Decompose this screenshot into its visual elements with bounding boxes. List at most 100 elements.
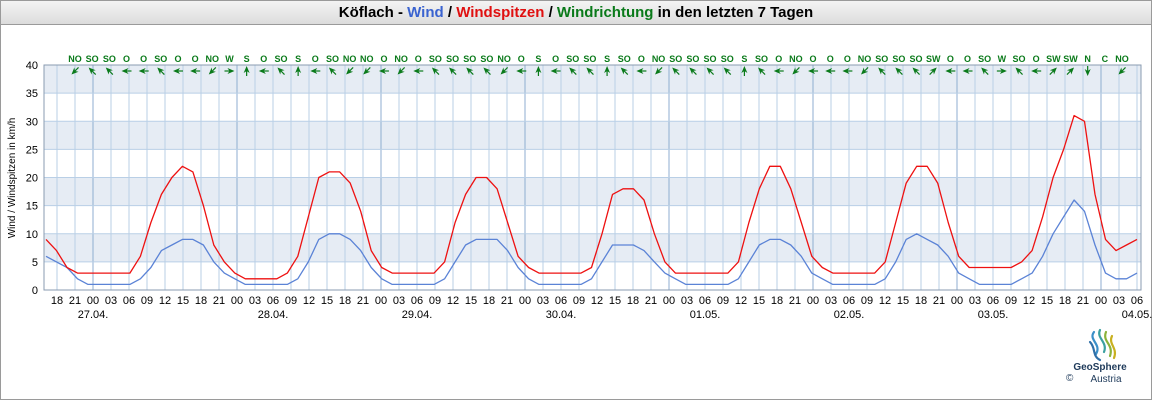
direction-label: O bbox=[947, 54, 954, 64]
x-tick-label: 03 bbox=[249, 295, 261, 307]
x-tick-label: 21 bbox=[645, 295, 657, 307]
x-tick-label: 12 bbox=[303, 295, 315, 307]
title-separator: - bbox=[393, 4, 408, 21]
direction-arrow-icon bbox=[945, 68, 956, 74]
direction-label: SO bbox=[103, 54, 116, 64]
x-tick-label: 06 bbox=[843, 295, 855, 307]
y-tick-label: 35 bbox=[26, 88, 38, 100]
direction-label: SO bbox=[274, 54, 287, 64]
direction-label: SO bbox=[583, 54, 596, 64]
x-tick-label: 18 bbox=[483, 295, 495, 307]
direction-arrow-icon bbox=[636, 68, 647, 74]
x-tick-label: 21 bbox=[357, 295, 369, 307]
direction-label: SO bbox=[1013, 54, 1026, 64]
direction-label: SO bbox=[875, 54, 888, 64]
direction-label: O bbox=[810, 54, 817, 64]
direction-arrow-icon bbox=[878, 67, 886, 75]
direction-label: O bbox=[1033, 54, 1040, 64]
x-tick-label: 15 bbox=[321, 295, 333, 307]
band-4 bbox=[44, 149, 1141, 178]
direction-label: SW bbox=[1063, 54, 1078, 64]
x-tick-label: 12 bbox=[1023, 295, 1035, 307]
direction-arrow-icon bbox=[516, 68, 527, 74]
x-tick-label: 06 bbox=[123, 295, 135, 307]
direction-label: SO bbox=[910, 54, 923, 64]
x-tick-label: 15 bbox=[177, 295, 189, 307]
direction-label: O bbox=[415, 54, 422, 64]
direction-label: O bbox=[140, 54, 147, 64]
x-tick-label: 21 bbox=[933, 295, 945, 307]
direction-label: NO bbox=[360, 54, 374, 64]
direction-arrow-icon bbox=[105, 67, 114, 75]
x-date-label: 28.04. bbox=[258, 309, 289, 321]
direction-label: SO bbox=[429, 54, 442, 64]
direction-arrow-icon bbox=[535, 66, 542, 76]
direction-arrow-icon bbox=[825, 68, 836, 74]
direction-arrow-icon bbox=[449, 67, 457, 75]
y-tick-label: 40 bbox=[26, 60, 38, 72]
direction-label: O bbox=[380, 54, 387, 64]
x-date-label: 01.05. bbox=[690, 309, 721, 321]
x-tick-label: 03 bbox=[393, 295, 405, 307]
plot-border bbox=[43, 64, 1142, 291]
direction-arrow-icon bbox=[378, 68, 389, 74]
direction-arrow-icon bbox=[773, 68, 784, 74]
direction-arrow-icon bbox=[861, 67, 869, 75]
direction-label: O bbox=[844, 54, 851, 64]
direction-arrow-icon bbox=[569, 67, 577, 75]
direction-arrow-icon bbox=[620, 67, 629, 75]
x-tick-label: 09 bbox=[141, 295, 153, 307]
direction-label: SO bbox=[86, 54, 99, 64]
x-tick-label: 12 bbox=[447, 295, 459, 307]
x-tick-label: 00 bbox=[519, 295, 531, 307]
band-3 bbox=[44, 177, 1141, 206]
wind-line bbox=[45, 199, 1138, 286]
y-tick-label: 15 bbox=[26, 201, 38, 213]
x-tick-label: 03 bbox=[1113, 295, 1125, 307]
direction-arrow-icon bbox=[466, 67, 474, 75]
direction-arrow-icon bbox=[1015, 67, 1023, 75]
x-tick-label: 18 bbox=[51, 295, 63, 307]
direction-arrow-icon bbox=[1031, 68, 1042, 74]
direction-label: S bbox=[244, 54, 250, 64]
x-tick-label: 09 bbox=[717, 295, 729, 307]
direction-label: SO bbox=[463, 54, 476, 64]
x-tick-label: 12 bbox=[879, 295, 891, 307]
direction-label: O bbox=[638, 54, 645, 64]
x-tick-label: 15 bbox=[1041, 295, 1053, 307]
series-lines bbox=[45, 114, 1138, 286]
direction-label: O bbox=[827, 54, 834, 64]
x-tick-label: 15 bbox=[609, 295, 621, 307]
direction-arrow-icon bbox=[1049, 67, 1057, 75]
title-separator: / bbox=[443, 4, 457, 21]
direction-arrow-icon bbox=[71, 67, 79, 75]
direction-arrow-icon bbox=[328, 67, 337, 75]
x-date-label: 04.05. bbox=[1122, 309, 1152, 321]
direction-label: NO bbox=[652, 54, 666, 64]
title-station: Köflach bbox=[338, 4, 394, 21]
direction-arrow-icon bbox=[962, 68, 973, 74]
x-tick-label: 21 bbox=[213, 295, 225, 307]
direction-label: S bbox=[295, 54, 301, 64]
x-tick-label: 18 bbox=[627, 295, 639, 307]
x-tick-label: 18 bbox=[339, 295, 351, 307]
direction-arrow-icon bbox=[346, 67, 354, 75]
direction-label: NO bbox=[206, 54, 220, 64]
direction-label: SW bbox=[926, 54, 941, 64]
direction-label: C bbox=[1102, 54, 1109, 64]
direction-label: NO bbox=[68, 54, 82, 64]
title-suffix: in den letzten 7 Tagen bbox=[653, 4, 814, 21]
x-tick-label: 12 bbox=[591, 295, 603, 307]
direction-label: NO bbox=[343, 54, 357, 64]
x-date-label: 03.05. bbox=[978, 309, 1009, 321]
x-tick-label: 12 bbox=[159, 295, 171, 307]
x-tick-label: 06 bbox=[1131, 295, 1143, 307]
x-date-label: 30.04. bbox=[546, 309, 577, 321]
direction-arrow-icon bbox=[741, 66, 748, 76]
x-tick-label: 15 bbox=[897, 295, 909, 307]
direction-arrow-icon bbox=[157, 67, 165, 75]
gust-line bbox=[45, 114, 1138, 280]
x-tick-label: 00 bbox=[1095, 295, 1107, 307]
x-tick-label: 00 bbox=[375, 295, 387, 307]
